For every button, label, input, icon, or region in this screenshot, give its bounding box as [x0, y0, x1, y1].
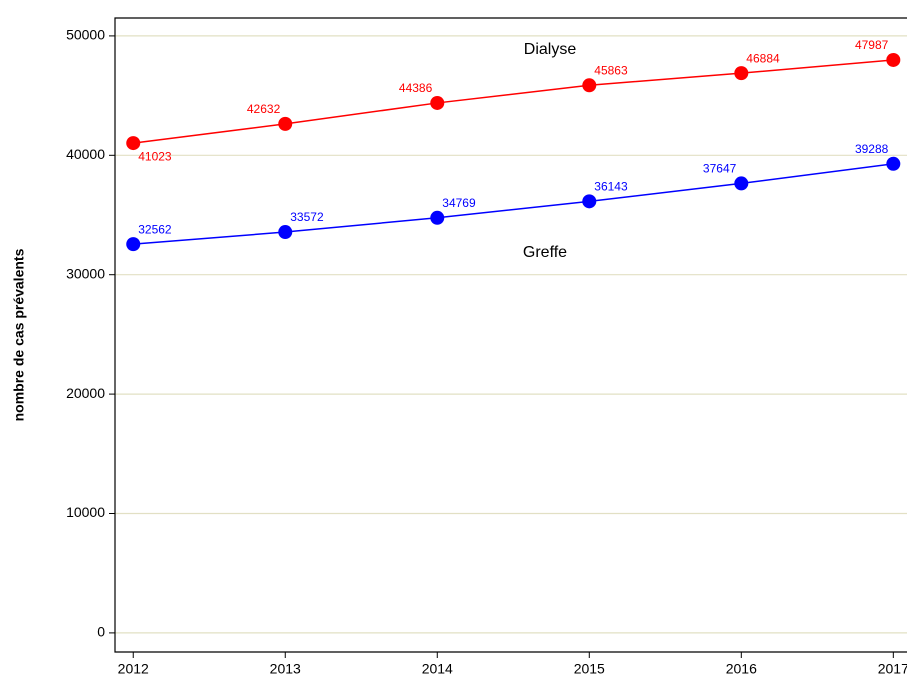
x-tick-label: 2013: [270, 661, 301, 677]
value-label: 32562: [138, 222, 172, 236]
plot-frame: [114, 17, 907, 653]
point: [278, 225, 293, 240]
y-tick-label: 50000: [66, 27, 105, 43]
point: [278, 116, 293, 131]
point: [886, 52, 901, 67]
series-name: Dialyse: [524, 41, 577, 58]
y-tick-label: 0: [97, 624, 105, 640]
value-label: 46884: [746, 51, 780, 65]
value-label: 36143: [594, 180, 628, 194]
value-label: 41023: [138, 149, 172, 163]
value-label: 37647: [703, 162, 737, 176]
x-tick-label: 2012: [118, 661, 149, 677]
point: [582, 78, 597, 93]
point: [582, 194, 597, 209]
series-name: Greffe: [523, 244, 567, 261]
value-label: 45863: [594, 63, 628, 77]
y-tick-label: 20000: [66, 385, 105, 401]
point: [126, 136, 141, 151]
y-tick-label: 40000: [66, 146, 105, 162]
point: [430, 210, 445, 225]
value-label: 33572: [290, 210, 324, 224]
x-tick-label: 2015: [574, 661, 605, 677]
value-label: 39288: [855, 142, 889, 156]
series-line: [133, 163, 894, 245]
value-label: 34769: [442, 196, 476, 210]
x-tick-label: 2014: [422, 661, 453, 677]
point: [886, 156, 901, 171]
value-label: 47987: [855, 38, 889, 52]
value-label: 44386: [399, 81, 433, 95]
point: [734, 176, 749, 191]
y-tick-label: 30000: [66, 265, 105, 281]
value-label: 42632: [247, 102, 281, 116]
series-line: [133, 59, 894, 144]
point: [734, 66, 749, 81]
x-tick-label: 2016: [726, 661, 757, 677]
x-tick-label: 2017: [878, 661, 907, 677]
y-tick-label: 10000: [66, 504, 105, 520]
point: [126, 237, 141, 252]
y-axis-label: nombre de cas prévalents: [11, 248, 27, 421]
point: [430, 95, 445, 110]
